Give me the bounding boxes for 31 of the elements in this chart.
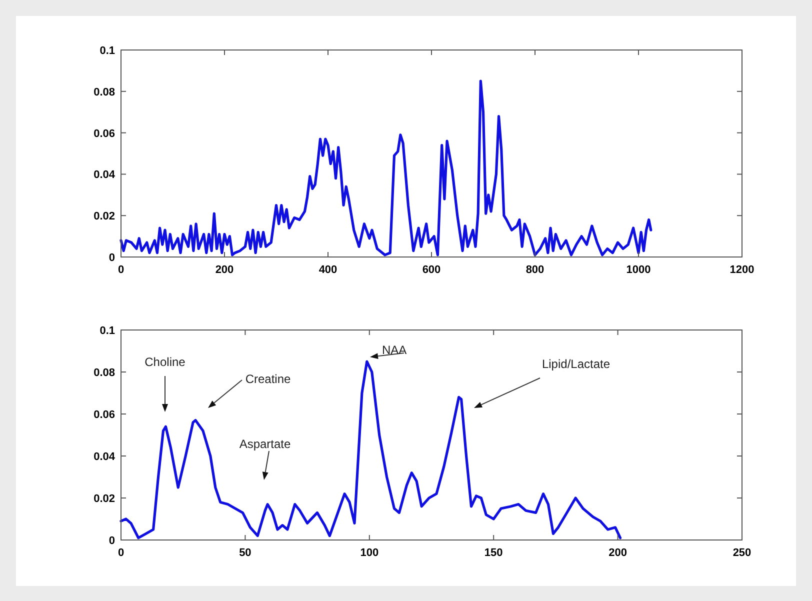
- x-tick-label: 800: [526, 264, 544, 276]
- x-tick-label: 1200: [730, 264, 754, 276]
- x-tick-label: 150: [484, 547, 503, 559]
- y-tick-label: 0.04: [94, 451, 116, 463]
- annotation: Creatine: [245, 372, 292, 386]
- y-tick-label: 0.08: [94, 367, 115, 379]
- x-tick-label: 50: [239, 547, 252, 559]
- y-tick-label: 0.06: [94, 128, 115, 140]
- x-tick-label: 400: [318, 264, 338, 276]
- x-tick-label: 200: [608, 547, 627, 559]
- y-tick-label: 0: [108, 535, 115, 547]
- y-tick-label: 0.04: [94, 169, 116, 182]
- annotation: Aspartate: [239, 437, 291, 451]
- annotation: Choline: [144, 355, 186, 369]
- x-tick-label: 600: [422, 264, 441, 276]
- y-tick-label: 0: [108, 252, 115, 264]
- y-tick-label: 0.08: [94, 86, 115, 98]
- line-series: [120, 80, 652, 256]
- y-tick-label: 0.1: [100, 45, 115, 57]
- y-tick-label: 0.06: [94, 409, 115, 421]
- x-tick-label: 100: [360, 547, 379, 559]
- y-tick-label: 0.02: [94, 493, 115, 505]
- x-tick-label: 200: [215, 264, 234, 276]
- x-tick-label: 250: [732, 547, 752, 559]
- x-tick-label: 0: [118, 547, 124, 559]
- x-tick-label: 1000: [626, 264, 651, 276]
- y-tick-label: 0.1: [100, 325, 115, 337]
- x-tick-label: 0: [118, 264, 124, 276]
- annotation: Lipid/Lactate: [542, 357, 610, 371]
- annotation: NAA: [382, 343, 407, 357]
- y-tick-label: 0.02: [94, 210, 115, 223]
